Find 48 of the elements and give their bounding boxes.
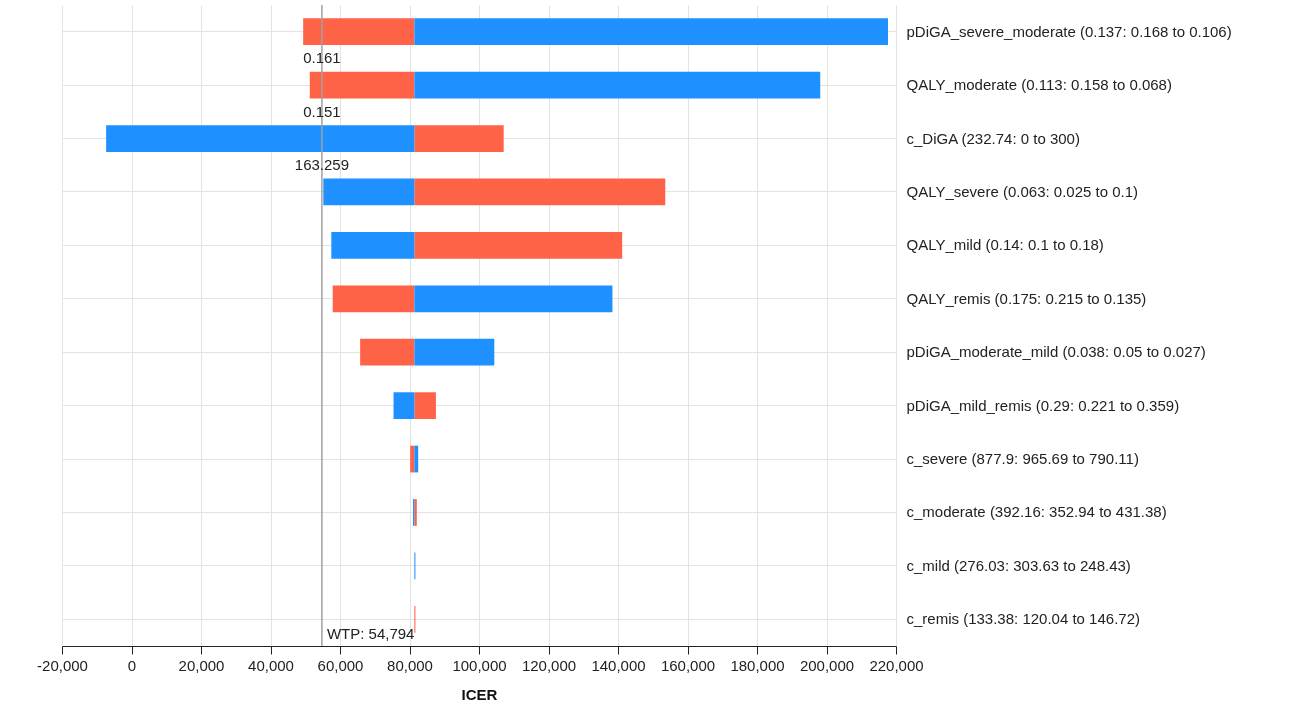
x-tick-label: 140,000 xyxy=(591,656,646,674)
x-tick-label: 0 xyxy=(127,656,137,674)
x-axis-title: ICER xyxy=(461,685,498,703)
annotation: 163.259 xyxy=(294,155,350,173)
bar xyxy=(309,71,415,99)
y-tick-label: c_DiGA (232.74: 0 to 300) xyxy=(906,129,1080,147)
x-tick-label: -20,000 xyxy=(37,656,88,674)
x-tick-label: 180,000 xyxy=(730,656,785,674)
bar xyxy=(414,178,666,206)
x-tick-label: 220,000 xyxy=(869,656,924,674)
x-tick-label: 40,000 xyxy=(248,656,294,674)
bar xyxy=(414,71,821,99)
bar xyxy=(106,125,415,152)
y-tick-label: c_moderate (392.16: 352.94 to 431.38) xyxy=(906,503,1167,521)
y-tick-label: QALY_severe (0.063: 0.025 to 0.1) xyxy=(906,182,1139,200)
y-tick-label: c_remis (133.38: 120.04 to 146.72) xyxy=(906,610,1140,628)
x-tick-label: 160,000 xyxy=(660,656,716,674)
x-tick-label: 200,000 xyxy=(799,656,855,674)
y-tick-label: pDiGA_severe_moderate (0.137: 0.168 to 0.106) xyxy=(906,22,1232,40)
y-tick-label: c_severe (877.9: 965.69 to 790.11) xyxy=(906,450,1139,468)
bar xyxy=(414,232,623,259)
bar xyxy=(414,445,419,473)
annotation: 0.151 xyxy=(303,102,341,120)
bar xyxy=(414,338,495,366)
bar xyxy=(303,18,415,46)
y-tick-label: QALY_remis (0.175: 0.215 to 0.135) xyxy=(906,289,1147,307)
bar xyxy=(331,232,415,259)
bar xyxy=(410,445,415,473)
x-tick-label: 20,000 xyxy=(178,656,225,674)
x-tick-label: 80,000 xyxy=(387,656,433,674)
bar xyxy=(414,18,889,46)
x-tick-label: 120,000 xyxy=(521,656,577,674)
bar xyxy=(414,285,613,313)
x-tick-label: 60,000 xyxy=(317,656,364,674)
y-tick-label: QALY_moderate (0.113: 0.158 to 0.068) xyxy=(906,76,1172,94)
bar xyxy=(414,392,436,419)
y-tick-label: QALY_mild (0.14: 0.1 to 0.18) xyxy=(906,236,1104,254)
bar xyxy=(323,178,415,206)
bar xyxy=(414,125,504,152)
bar xyxy=(332,285,415,313)
annotation: 0.161 xyxy=(303,49,341,67)
bar xyxy=(393,392,415,419)
x-tick-label: 100,000 xyxy=(452,656,507,674)
bar xyxy=(360,338,415,366)
ref-line-label: WTP: 54,794 xyxy=(326,625,415,642)
y-tick-label: pDiGA_moderate_mild (0.038: 0.05 to 0.027) xyxy=(906,343,1206,361)
y-tick-label: pDiGA_mild_remis (0.29: 0.221 to 0.359) xyxy=(906,396,1180,414)
y-tick-label: c_mild (276.03: 303.63 to 248.43) xyxy=(906,556,1131,574)
